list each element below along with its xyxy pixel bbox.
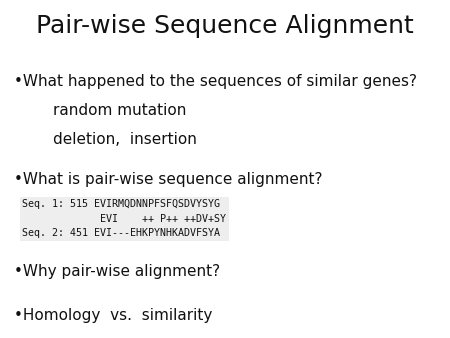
Text: Pair-wise Sequence Alignment: Pair-wise Sequence Alignment — [36, 14, 414, 38]
Text: •What is pair-wise sequence alignment?: •What is pair-wise sequence alignment? — [14, 172, 322, 187]
Text: •What happened to the sequences of similar genes?: •What happened to the sequences of simil… — [14, 74, 417, 89]
Text: •Why pair-wise alignment?: •Why pair-wise alignment? — [14, 264, 220, 279]
Text: random mutation: random mutation — [14, 103, 186, 118]
Text: Seq. 1: 515 EVIRMQDNNPFSFQSDVYSYG
             EVI    ++ P++ ++DV+SY
Seq. 2: 451: Seq. 1: 515 EVIRMQDNNPFSFQSDVYSYG EVI ++… — [22, 199, 226, 238]
Text: deletion,  insertion: deletion, insertion — [14, 132, 196, 147]
Text: •Homology  vs.  similarity: •Homology vs. similarity — [14, 308, 212, 322]
